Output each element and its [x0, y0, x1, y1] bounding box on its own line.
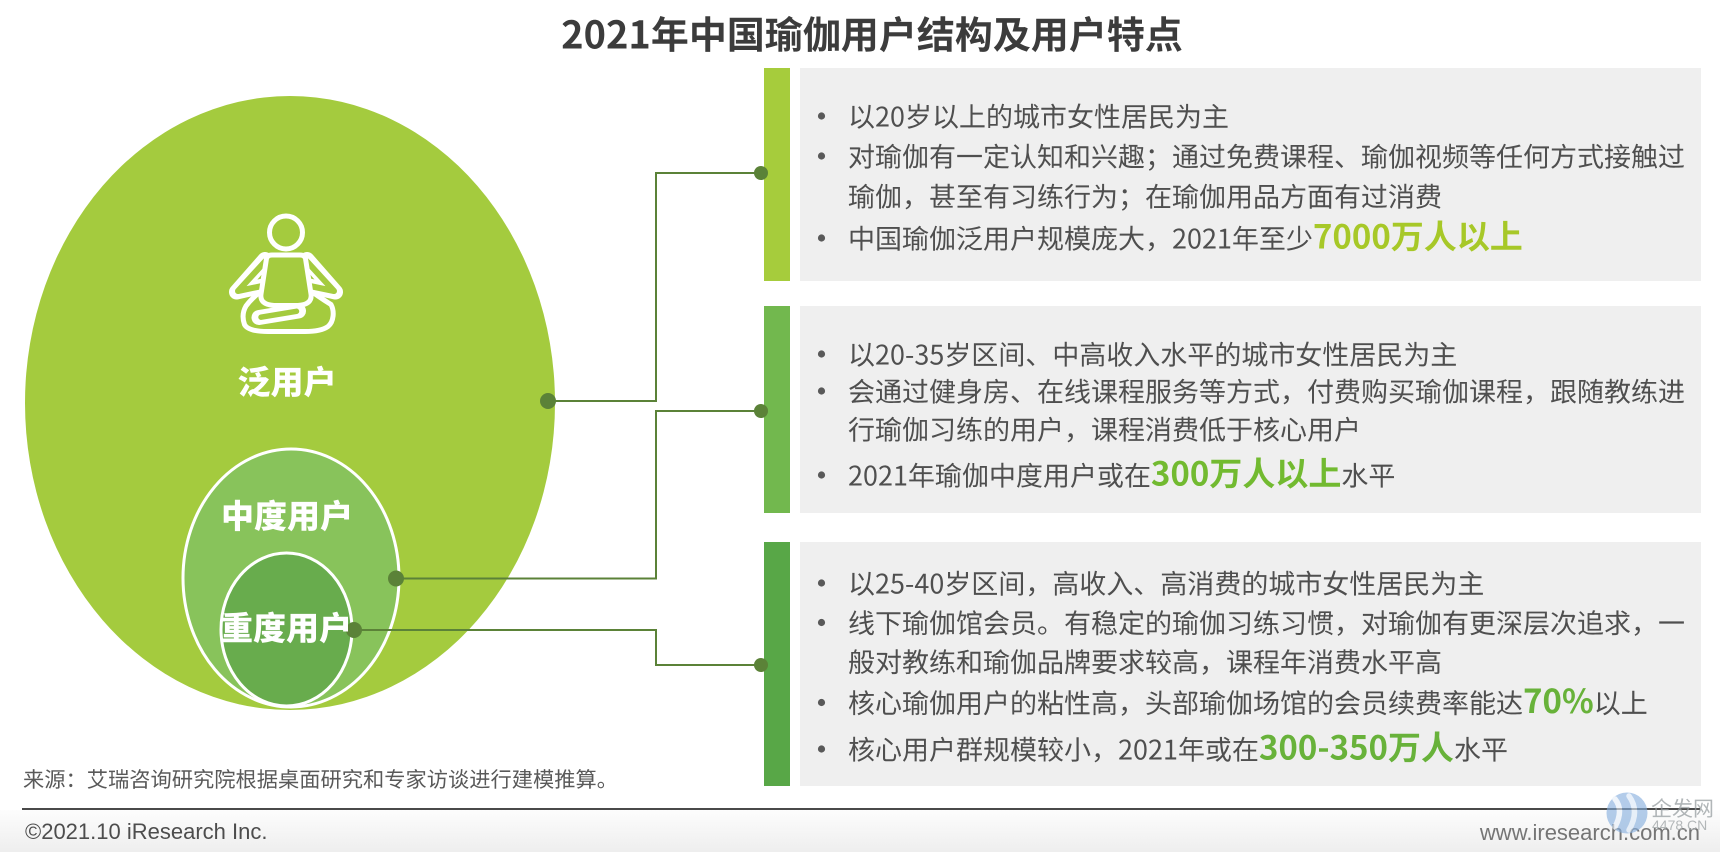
svg-text:4478.CN: 4478.CN [1652, 817, 1707, 833]
svg-text:©2021.10 iResearch Inc.: ©2021.10 iResearch Inc. [25, 819, 267, 844]
svg-text:www.iresearch.com.cn: www.iresearch.com.cn [1479, 820, 1700, 845]
